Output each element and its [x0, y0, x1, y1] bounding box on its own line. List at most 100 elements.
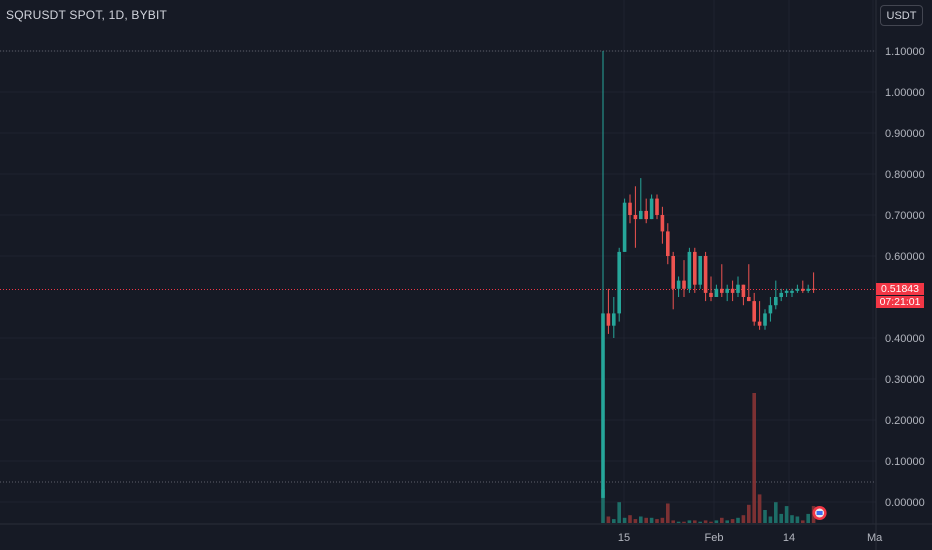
- candle-body: [763, 313, 767, 326]
- volume-bar: [757, 494, 762, 523]
- volume-bar: [622, 517, 627, 523]
- symbol-title[interactable]: SQRUSDT SPOT, 1D, BYBIT: [6, 8, 168, 22]
- volume-bar: [752, 393, 756, 523]
- event-marker-flag: [816, 511, 823, 515]
- candle-body: [806, 288, 810, 291]
- y-tick-label: 1.00000: [885, 87, 925, 99]
- volume-bar: [774, 502, 778, 523]
- candle-body: [709, 292, 713, 297]
- y-tick-label: 0.40000: [885, 333, 925, 345]
- candle-body: [622, 202, 627, 252]
- volume-bar: [633, 519, 638, 523]
- volume-bar: [709, 521, 713, 523]
- volume-bar: [639, 516, 643, 523]
- volume-bar: [682, 521, 686, 523]
- volume-bar: [628, 515, 632, 523]
- volume-bar: [730, 519, 735, 523]
- x-tick-label: 14: [783, 532, 795, 544]
- volume-bar: [779, 513, 783, 523]
- y-tick-label: 0.10000: [885, 456, 925, 468]
- x-tick-label: Feb: [705, 532, 724, 544]
- candle-body: [779, 292, 783, 297]
- candle-body: [811, 288, 816, 290]
- volume-bar: [649, 517, 654, 523]
- volume-bar: [741, 515, 746, 523]
- candle-body: [606, 313, 611, 326]
- currency-button[interactable]: USDT: [880, 5, 923, 26]
- candle-body: [666, 231, 670, 256]
- countdown-label: 07:21:01: [876, 296, 924, 308]
- volume-bar: [720, 517, 724, 523]
- candle-body: [736, 284, 740, 293]
- candle-body: [655, 198, 659, 215]
- volume-bar: [666, 503, 670, 523]
- candle-body: [801, 288, 805, 291]
- candle-body: [693, 251, 697, 285]
- volume-bar: [795, 516, 800, 523]
- volume-bar: [693, 520, 697, 523]
- candle-body: [790, 290, 794, 293]
- candle-body: [644, 210, 648, 220]
- volume-bar: [644, 517, 648, 523]
- candle-body: [747, 297, 751, 302]
- volume-bar: [671, 520, 675, 523]
- candle-body: [725, 288, 729, 293]
- y-tick-label: 0.60000: [885, 251, 925, 263]
- y-tick-label: 0.90000: [885, 128, 925, 140]
- volume-bar: [606, 516, 611, 523]
- volume-bar: [784, 506, 789, 523]
- volume-bar: [801, 520, 805, 523]
- candle-body: [757, 321, 762, 326]
- x-tick-label: Ma: [867, 532, 883, 544]
- volume-bar: [698, 521, 702, 523]
- candle-body: [601, 313, 605, 498]
- y-tick-label: 0.30000: [885, 374, 925, 386]
- x-tick-label: 15: [618, 532, 630, 544]
- candle-body: [639, 210, 643, 220]
- candle-body: [628, 202, 632, 215]
- volume-bar: [806, 513, 810, 523]
- candle-body: [741, 284, 746, 297]
- candle-body: [720, 288, 724, 293]
- volume-bar: [617, 502, 621, 523]
- volume-bar: [687, 520, 692, 523]
- volume-bar: [790, 515, 794, 523]
- y-tick-label: 0.80000: [885, 169, 925, 181]
- candle-body: [703, 256, 708, 293]
- volume-bar: [714, 520, 719, 523]
- volume-bar: [763, 510, 767, 523]
- y-tick-label: 0.20000: [885, 415, 925, 427]
- volume-bar: [601, 489, 605, 523]
- candle-body: [612, 313, 616, 326]
- candle-body: [795, 288, 800, 291]
- volume-bar: [612, 519, 616, 523]
- volume-bar: [747, 504, 751, 523]
- candle-body: [774, 297, 778, 306]
- candle-body: [687, 251, 692, 289]
- candle-body: [676, 280, 681, 289]
- candle-body: [714, 288, 719, 297]
- candle-body: [617, 251, 621, 314]
- candle-body: [671, 256, 675, 289]
- candle-body: [768, 305, 773, 314]
- candle-body: [660, 215, 665, 232]
- volume-bar: [676, 521, 681, 523]
- volume-bar: [703, 520, 708, 523]
- volume-bar: [660, 517, 665, 523]
- volume-bar: [655, 519, 659, 523]
- y-tick-label: 0.00000: [885, 497, 925, 509]
- volume-bar: [725, 520, 729, 523]
- candle-body: [682, 280, 686, 289]
- y-tick-label: 0.70000: [885, 210, 925, 222]
- candle-body: [633, 215, 638, 220]
- last-price-label: 0.51843: [876, 283, 924, 295]
- candle-body: [784, 290, 789, 293]
- candle-body: [698, 256, 702, 285]
- candle-body: [649, 198, 654, 220]
- volume-bar: [736, 517, 740, 523]
- candle-body: [752, 301, 756, 322]
- volume-bar: [768, 516, 773, 523]
